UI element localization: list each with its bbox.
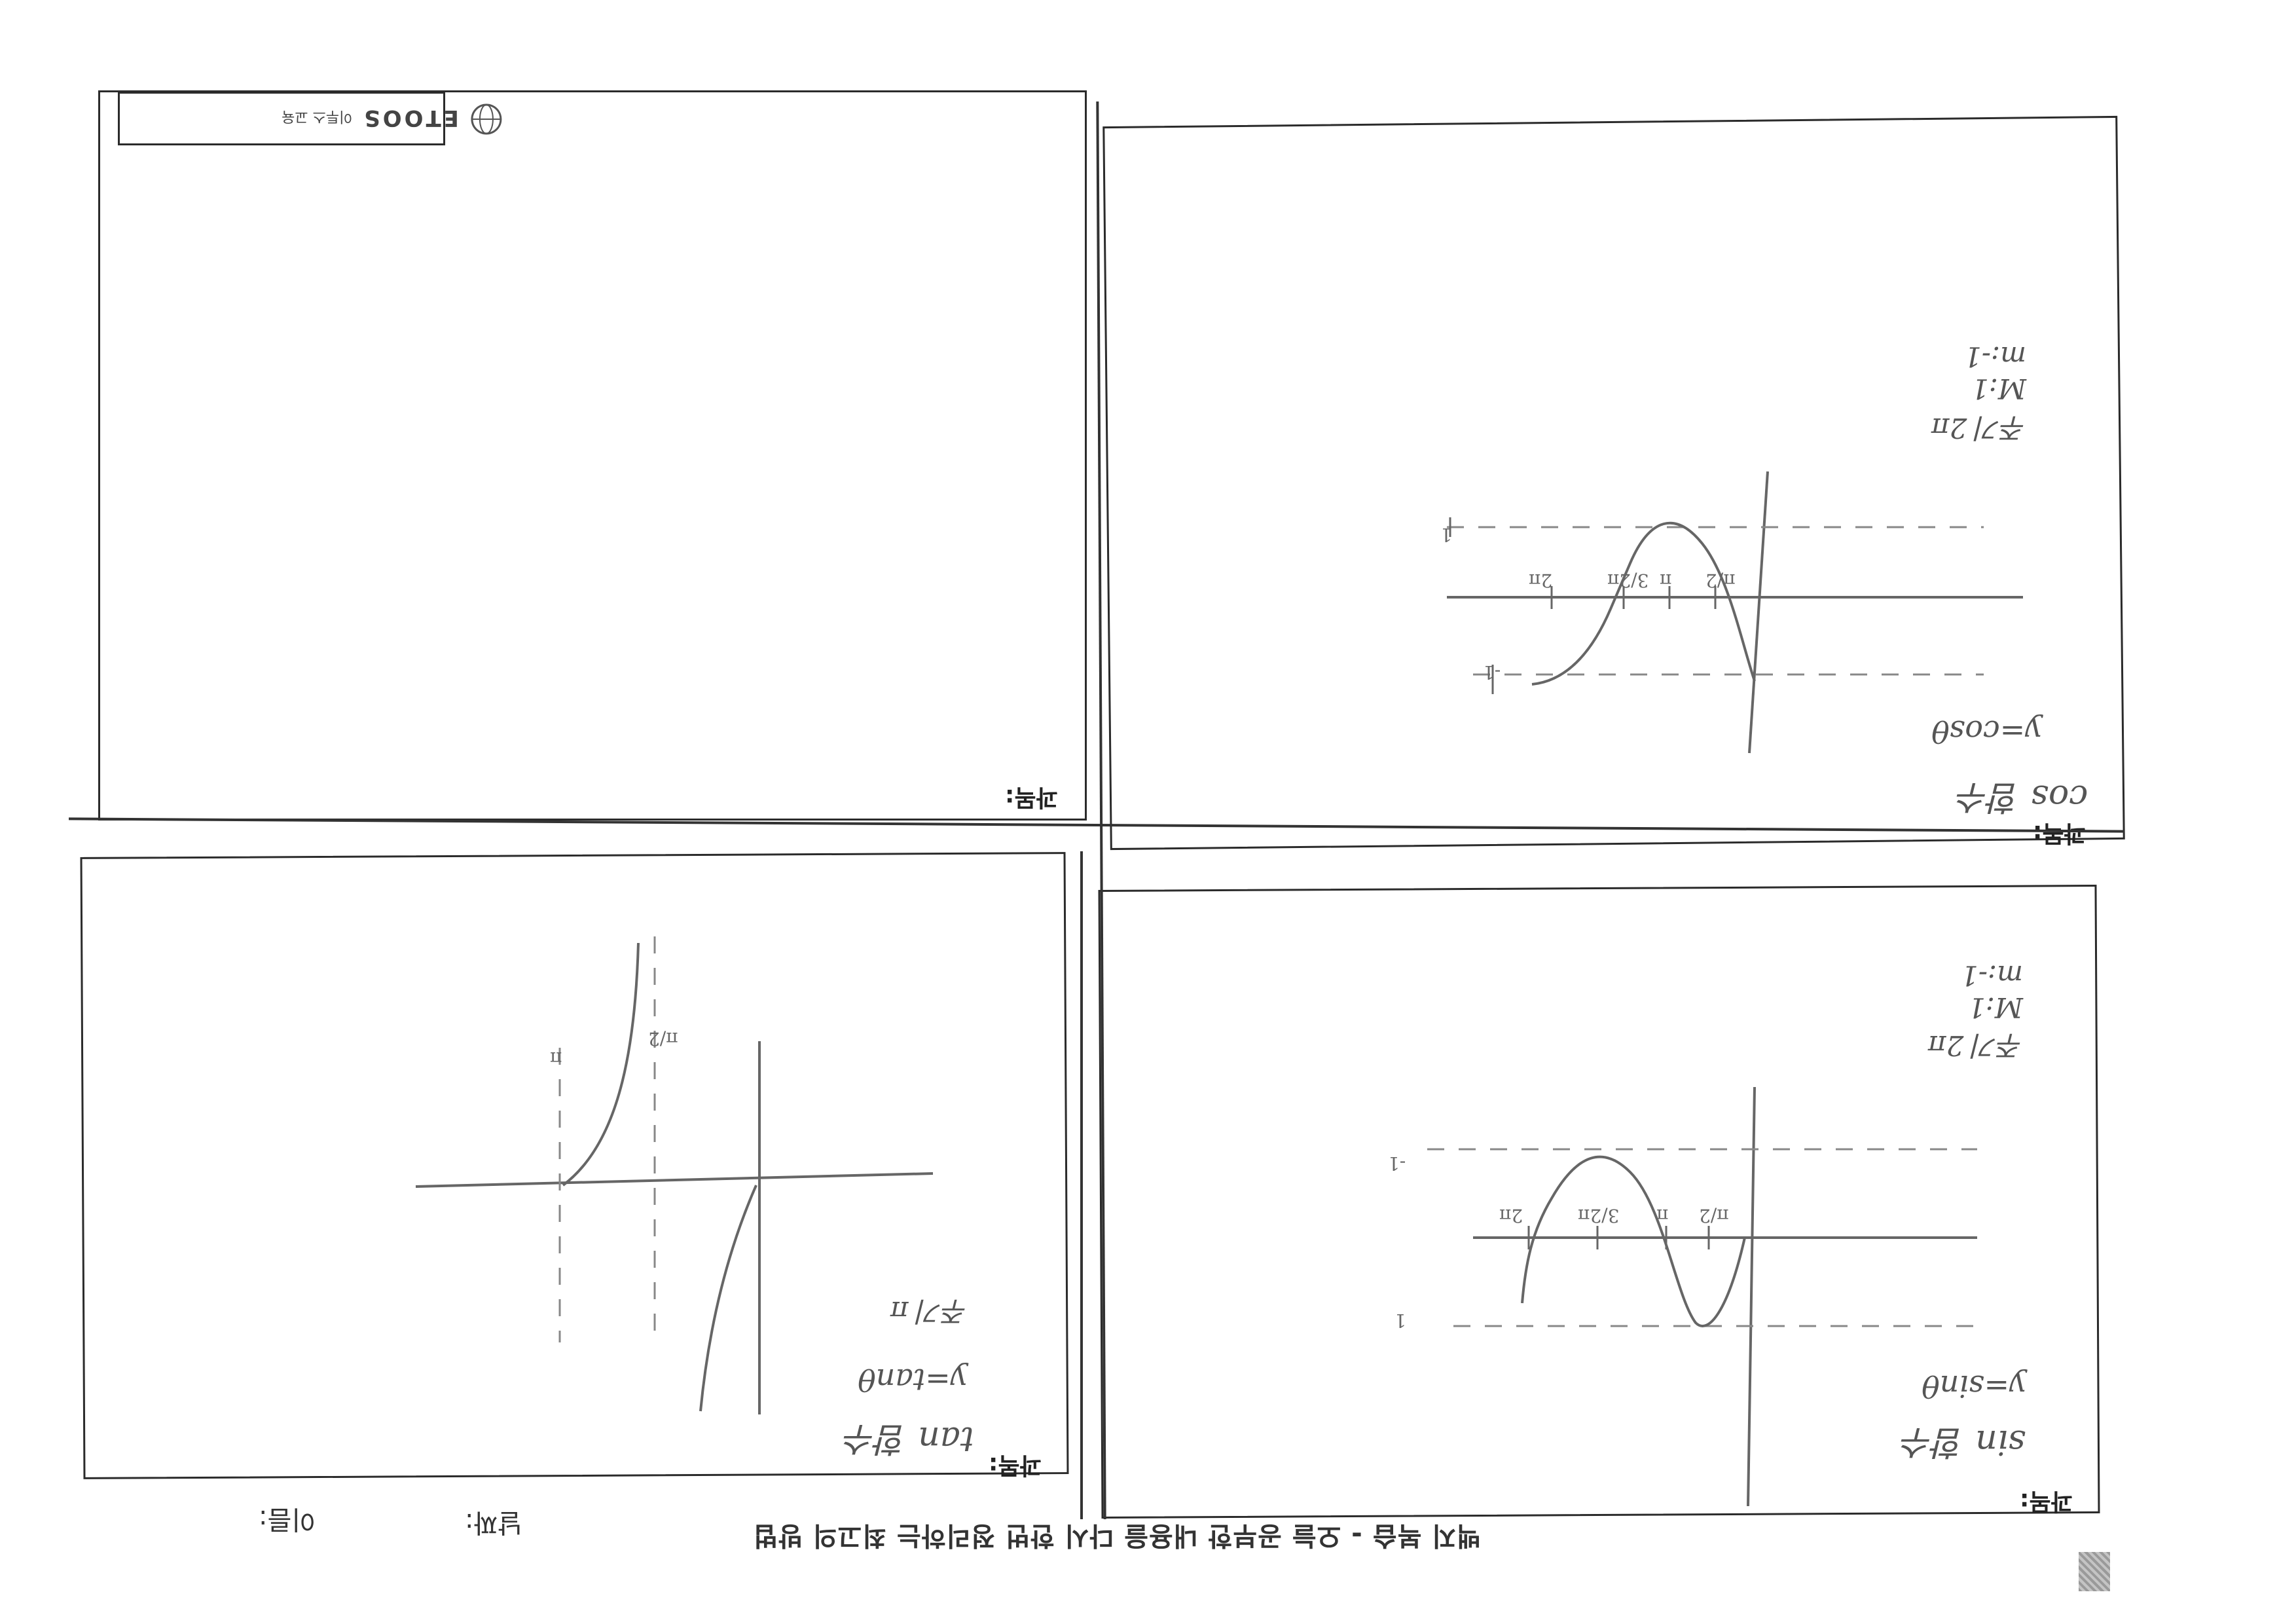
panel-title: cos 함수 xyxy=(1958,777,2088,817)
logo-box xyxy=(118,92,445,145)
tick-label: π/2 xyxy=(1699,1205,1729,1227)
panel-title: tan 함수 xyxy=(845,1419,974,1458)
tick-label: -1 xyxy=(1483,661,1501,683)
logo-brand: ETOOS xyxy=(361,105,459,131)
panel-note: M:1 xyxy=(1971,373,2026,405)
panel-note: 주기 π xyxy=(890,1295,968,1327)
tick-label: π xyxy=(1656,1205,1669,1227)
tick-label: 2π xyxy=(1499,1205,1523,1227)
logo-tagline: 이투스 교육 xyxy=(282,108,353,124)
footer-date-label: 날짜: xyxy=(465,1507,522,1538)
tick-label: 1 xyxy=(1394,1310,1406,1331)
panel-note: m:-1 xyxy=(1964,341,2026,373)
etoos-logo: ETOOS 이투스 교육 xyxy=(282,98,505,138)
tick-label: 1 xyxy=(1440,524,1452,545)
tick-label: 3/2π xyxy=(1578,1205,1620,1227)
panel-equation: y=tanθ xyxy=(858,1362,968,1397)
subject-label: 과목: xyxy=(2020,1488,2073,1515)
panel-note: M:1 xyxy=(1968,991,2023,1024)
cos-notes: 주기 2π M:1 m:-1 xyxy=(1931,341,2026,450)
subject-label: 과목: xyxy=(1005,784,1058,811)
globe-icon xyxy=(468,98,505,138)
tick-label: π/2 xyxy=(1705,570,1736,591)
panel-note: 주기 2π xyxy=(1928,1029,2023,1061)
tick-label: 2π xyxy=(1529,570,1553,591)
footer-name-label: 이름: xyxy=(259,1504,316,1534)
footer-title: 백지 복습 - 오늘 공부한 내용을 다시 한번 정리하는 최고의 방법 xyxy=(753,1521,1481,1551)
scan-marker xyxy=(2079,1552,2110,1591)
tick-label: -1 xyxy=(1388,1153,1406,1174)
tick-label: π/2 xyxy=(648,1028,678,1050)
subject-label: 과목: xyxy=(989,1452,1042,1479)
vertical-cut-line xyxy=(1080,851,1083,1519)
tick-label: 3/2π xyxy=(1607,570,1649,591)
subject-label: 과목: xyxy=(2033,820,2086,847)
panel-equation: y=sinθ xyxy=(1922,1369,2027,1404)
sin-notes: 주기 2π M:1 m:-1 xyxy=(1928,959,2023,1067)
tick-label: π xyxy=(1660,570,1672,591)
tick-label: π xyxy=(550,1048,562,1069)
panel-note: 주기 2π xyxy=(1931,412,2026,444)
panel-note: m:-1 xyxy=(1961,959,2023,991)
panel-blank xyxy=(98,90,1087,821)
panel-title: sin 함수 xyxy=(1902,1422,2026,1462)
panel-equation: y=cosθ xyxy=(1931,714,2043,749)
